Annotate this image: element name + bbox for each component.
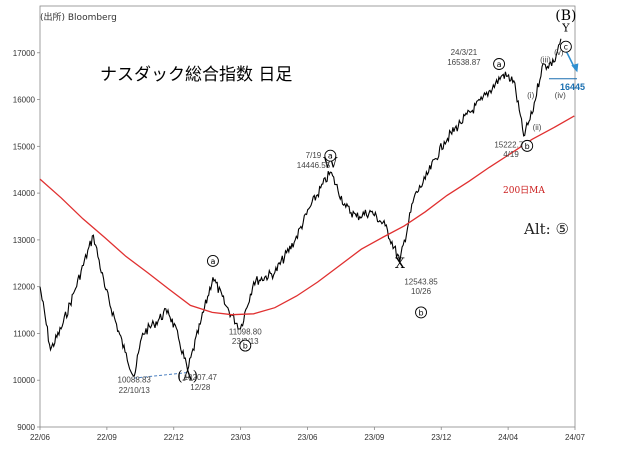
annotation-label: 22/10/13 — [119, 386, 151, 395]
annotations: (A)(B)WXY10088.8322/10/1310207.4712/2811… — [118, 8, 577, 395]
circled-wave-marker: b — [521, 139, 534, 152]
y-tick-label: 11000 — [13, 329, 35, 338]
projection-arrowhead — [571, 63, 579, 73]
annotation-label: (i) — [527, 91, 534, 100]
annotation-label: 16538.87 — [447, 58, 481, 67]
circled-letter: a — [328, 152, 333, 161]
y-tick-label: 9000 — [17, 423, 35, 432]
circle-outline — [521, 139, 534, 152]
annotation-label: 4/19 — [503, 150, 519, 159]
annotation-label: 12543.85 — [404, 277, 438, 286]
x-tick-label: 22/12 — [164, 433, 185, 442]
circle-outline — [493, 58, 506, 70]
price-line — [39, 38, 562, 377]
x-tick-label: 23/12 — [431, 433, 452, 442]
circled-wave-marker: c — [559, 40, 572, 53]
y-tick-label: 16000 — [13, 96, 36, 105]
x-tick-label: 22/09 — [97, 433, 118, 442]
annotation-label: (iv) — [555, 91, 566, 100]
ma-label: 200日MA — [503, 185, 545, 196]
circle-outline — [415, 306, 427, 319]
support-dashed-line — [134, 372, 188, 379]
circled-letter: b — [418, 308, 423, 317]
circle-outline — [239, 339, 252, 352]
chart-axes: 9000 10000 11000 12000 13000 14000 15000 16000 1… — [13, 5, 586, 442]
source-label: (出所) Bloomberg — [40, 11, 117, 23]
wave-label: (B) — [555, 8, 576, 24]
y-tick-label: 12000 — [13, 283, 36, 292]
y-tick-label: 10000 — [13, 376, 36, 385]
circled-letter: c — [564, 43, 568, 52]
circled-letter: b — [243, 342, 248, 351]
circle-outline — [206, 254, 219, 267]
annotation-label: 10088.83 — [118, 376, 152, 385]
circled-wave-marker: a — [493, 58, 506, 70]
circled-wave-marker: a — [324, 149, 337, 162]
wave-label: (A) — [177, 369, 198, 385]
annotation-label: (iii) — [540, 56, 551, 65]
circled-letter: a — [210, 257, 215, 266]
x-tick-label: 23/03 — [231, 433, 252, 442]
circled-letter: b — [525, 142, 530, 151]
circled-wave-marker: a — [206, 254, 219, 267]
annotation-label: (v) — [554, 48, 564, 57]
annotation-label: 14446.55 — [297, 161, 331, 170]
x-tick-label: 23/06 — [297, 433, 318, 442]
annotation-label: 11098.80 — [229, 327, 262, 336]
y-tick-label: 13000 — [13, 236, 36, 245]
ma-200-line — [39, 115, 575, 316]
annotation-label: (ii) — [533, 123, 542, 132]
annotation-label: 10207.47 — [184, 373, 218, 382]
annotation-label: 24/3/21 — [451, 48, 478, 57]
y-tick-label: 15000 — [13, 142, 36, 151]
y-tick-label: 14000 — [13, 189, 36, 198]
alt-label: Alt: ⑤ — [523, 220, 569, 238]
circle-outline — [324, 149, 337, 162]
annotation-label: 12/28 — [190, 383, 211, 392]
circled-letter: a — [497, 60, 502, 69]
target-label: 16445 — [560, 82, 585, 92]
series-lines — [39, 38, 579, 379]
x-tick-label: 24/04 — [498, 433, 519, 442]
circled-wave-marker: b — [415, 306, 427, 319]
x-tick-label: 22/06 — [30, 433, 51, 442]
circled-wave-marker: b — [239, 339, 252, 352]
chart-title: ナスダック総合指数 日足 — [100, 65, 292, 85]
x-tick-label: 23/09 — [364, 433, 385, 442]
annotation-label: 10/26 — [411, 287, 432, 296]
wave-label: X — [395, 256, 405, 272]
y-tick-label: 17000 — [13, 49, 36, 58]
circle-outline — [559, 40, 572, 53]
wave-label: Y — [561, 22, 570, 35]
annotation-label: 7/19 — [306, 151, 322, 160]
x-tick-label: 24/07 — [565, 433, 586, 442]
annotation-label: 15222.78 — [494, 140, 528, 149]
